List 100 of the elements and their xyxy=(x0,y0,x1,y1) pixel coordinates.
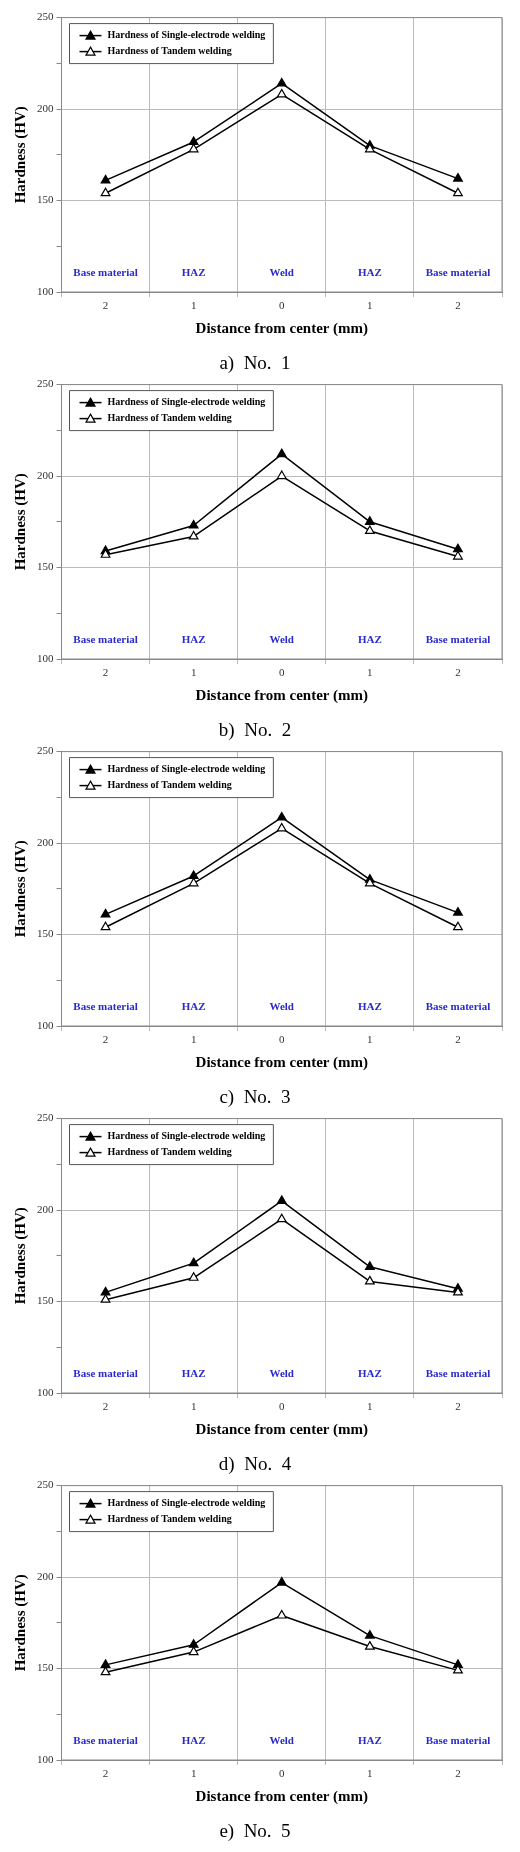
text: a) No. 1 xyxy=(219,351,291,374)
x-tick-label: 1 xyxy=(190,1400,197,1413)
point xyxy=(188,136,199,146)
y-tick-label: 150 xyxy=(37,1661,54,1674)
point xyxy=(453,550,463,560)
y-tick-label: 250 xyxy=(37,10,54,23)
point xyxy=(276,811,287,821)
x-tick-label: 2 xyxy=(102,666,109,679)
x-tick-label: 1 xyxy=(367,1767,373,1780)
point xyxy=(188,1272,199,1281)
annotation: HAZ xyxy=(181,632,206,645)
annotation: HAZ xyxy=(357,265,382,278)
point xyxy=(100,174,111,184)
annotation: Base material xyxy=(425,265,491,278)
point xyxy=(453,187,463,197)
x-tick-label: 1 xyxy=(190,1033,197,1046)
point xyxy=(276,1213,287,1223)
y-tick-label: 100 xyxy=(37,284,54,297)
annotation: Base material xyxy=(425,632,491,645)
y-tick-label: 100 xyxy=(37,1018,54,1031)
x-axis-title: Distance from center (mm) xyxy=(195,1054,368,1072)
point xyxy=(276,88,287,98)
y-tick-label: 150 xyxy=(37,193,54,206)
annotation: Base material xyxy=(73,999,138,1012)
annotation: Weld xyxy=(269,632,294,645)
x-tick-label: 1 xyxy=(190,666,197,679)
x-tick-label: 2 xyxy=(102,299,109,312)
point xyxy=(453,172,463,182)
point xyxy=(188,530,199,540)
point xyxy=(188,1646,199,1656)
point xyxy=(276,1576,287,1586)
annotation: Base material xyxy=(425,1366,491,1379)
y-axis-title: Hardness (HV) xyxy=(11,840,29,938)
point xyxy=(364,1261,375,1270)
y-tick-label: 100 xyxy=(37,1385,54,1398)
annotation: Weld xyxy=(269,1733,294,1746)
point xyxy=(100,187,111,197)
point xyxy=(100,1659,111,1668)
annotation: HAZ xyxy=(181,999,206,1012)
point xyxy=(276,470,287,480)
annotation: Base material xyxy=(425,999,491,1012)
x-tick-label: 1 xyxy=(190,1767,197,1780)
text: c) No. 3 xyxy=(219,1085,291,1108)
legend-label: Hardness of Tandem welding xyxy=(107,412,232,424)
text: e) No. 5 xyxy=(219,1819,291,1842)
y-tick-label: 250 xyxy=(37,1478,54,1491)
legend-label: Hardness of Single-electrode welding xyxy=(107,763,266,775)
x-tick-label: 0 xyxy=(279,666,285,679)
point xyxy=(188,1257,199,1267)
point xyxy=(364,516,375,525)
y-tick-label: 200 xyxy=(37,468,54,481)
x-tick-label: 2 xyxy=(102,1033,109,1046)
x-tick-label: 2 xyxy=(455,1033,461,1046)
point xyxy=(100,908,111,918)
x-tick-label: 1 xyxy=(367,1033,373,1046)
point xyxy=(364,525,375,535)
legend-label: Hardness of Tandem welding xyxy=(107,1146,232,1158)
point xyxy=(453,543,463,553)
text: d) No. 4 xyxy=(218,1452,292,1475)
point xyxy=(276,822,287,832)
x-tick-label: 1 xyxy=(367,1400,373,1413)
y-tick-label: 250 xyxy=(37,377,54,390)
x-tick-label: 0 xyxy=(279,1400,285,1413)
y-axis-title: Hardness (HV) xyxy=(11,473,29,571)
point xyxy=(188,519,199,529)
y-tick-label: 200 xyxy=(37,101,54,114)
x-tick-label: 0 xyxy=(279,1767,285,1780)
annotation: HAZ xyxy=(181,265,206,278)
x-axis-title: Distance from center (mm) xyxy=(195,687,368,705)
point xyxy=(453,906,463,916)
y-tick-label: 250 xyxy=(37,1111,54,1124)
x-tick-label: 2 xyxy=(455,299,461,312)
legend-label: Hardness of Single-electrode welding xyxy=(107,396,266,408)
y-axis-title: Hardness (HV) xyxy=(11,1207,29,1305)
annotation: Base material xyxy=(73,1366,138,1379)
x-tick-label: 0 xyxy=(279,1033,285,1046)
point xyxy=(188,1639,199,1648)
annotation: HAZ xyxy=(357,999,382,1012)
annotation: Weld xyxy=(269,999,294,1012)
point xyxy=(100,1294,111,1303)
x-tick-label: 1 xyxy=(190,299,197,312)
y-axis-title: Hardness (HV) xyxy=(11,106,29,204)
x-tick-label: 2 xyxy=(455,1767,461,1780)
x-axis-title: Distance from center (mm) xyxy=(195,1421,368,1439)
point xyxy=(364,1275,375,1285)
x-tick-label: 2 xyxy=(102,1400,109,1413)
annotation: HAZ xyxy=(357,632,382,645)
annotation: Base material xyxy=(73,632,138,645)
x-tick-label: 2 xyxy=(102,1767,109,1780)
y-tick-label: 100 xyxy=(37,651,54,664)
point xyxy=(364,1640,375,1650)
point xyxy=(364,1630,375,1639)
annotation: Base material xyxy=(425,1733,491,1746)
annotation: Base material xyxy=(73,265,138,278)
y-tick-label: 100 xyxy=(37,1752,54,1765)
legend-label: Hardness of Tandem welding xyxy=(107,45,232,57)
x-tick-label: 2 xyxy=(455,1400,461,1413)
annotation: HAZ xyxy=(357,1733,382,1746)
point xyxy=(276,448,287,458)
annotation: Base material xyxy=(73,1733,138,1746)
